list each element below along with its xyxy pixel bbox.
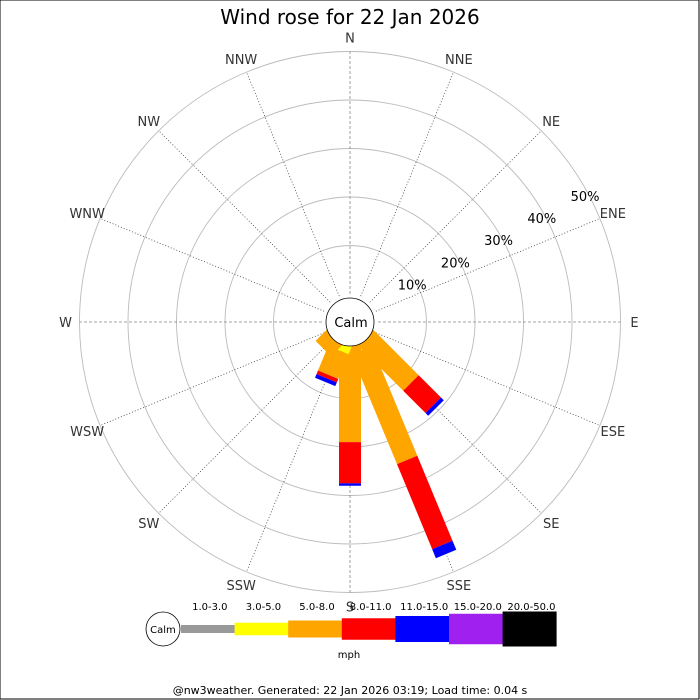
legend-label-20-0-50-0: 20.0-50.0 [507,602,555,613]
legend: mph 1.0-3.0 3.0-5.0 5.0-8.0 8.0-11.0 11.0-15… [145,602,557,661]
direction-label-w: W [59,316,72,331]
ring-label-2: 20% [441,256,470,271]
bar-s-bin-8-0-11-0 [339,442,361,484]
direction-label-ssw: SSW [226,579,256,594]
ring-label-3: 30% [484,234,513,249]
bar-sse-bin-5-0-8-0 [351,345,418,465]
legend-swatch-11-0-15-0 [395,616,450,642]
legend-calm-circle [145,611,181,647]
direction-label-s: S [346,601,354,616]
direction-label-ene: ENE [600,207,626,222]
direction-label-n: N [345,32,355,47]
direction-label-e: E [630,316,638,331]
bar-sse-bin-11-0-15-0 [432,540,457,559]
legend-label-8-0-11-0: 8.0-11.0 [350,602,392,613]
direction-label-wsw: WSW [70,425,104,440]
legend-swatch-15-0-20-0 [449,613,503,645]
legend-swatch-20-0-50-0 [502,611,557,647]
direction-label-sw: SW [138,517,159,532]
direction-label-ese: ESE [601,425,626,440]
bar-se-bin-8-0-11-0 [403,375,441,413]
ring-label-4: 40% [527,212,556,227]
bar-se-bin-11-0-15-0 [425,397,444,416]
chart-title: Wind rose for 22 Jan 2026 [220,5,479,29]
direction-label-wnw: WNW [69,207,105,222]
direction-label-se: SE [543,517,559,532]
footer-text: @nw3weather. Generated: 22 Jan 2026 03:1… [173,684,528,697]
calm-circle [325,297,375,347]
bar-ssw-bin-8-0-11-0 [316,370,339,383]
legend-label-1-0-3-0: 1.0-3.0 [192,602,227,613]
bar-s-bin-11-0-15-0 [339,483,361,486]
legend-label-3-0-5-0: 3.0-5.0 [246,602,281,613]
ring-label-1: 10% [398,278,427,293]
direction-label-nnw: NNW [225,53,257,68]
bar-sse-bin-8-0-11-0 [397,455,453,550]
legend-swatch-3-0-5-0 [234,622,289,636]
calm-center: Calm [325,297,375,347]
ring-labels: 10% 20% 30% 40% 50% [398,190,600,293]
bar-ssw-bin-11-0-15-0 [315,374,337,387]
calm-label: Calm [334,316,367,331]
legend-calm-label: Calm [150,625,176,636]
legend-unit-label: mph [338,650,360,661]
direction-label-nw: NW [138,115,161,130]
legend-swatch-1-0-3-0 [181,625,235,633]
legend-swatch-8-0-11-0 [341,618,396,640]
direction-label-ne: NE [542,115,560,130]
ring-label-5: 50% [571,190,600,205]
legend-swatch-5-0-8-0 [288,620,343,638]
legend-label-11-0-15-0: 11.0-15.0 [400,602,448,613]
legend-label-15-0-20-0: 15.0-20.0 [454,602,502,613]
ring-4 [127,99,573,545]
direction-label-nne: NNE [445,53,473,68]
bar-ssw-bin-5-0-8-0 [318,345,349,379]
legend-label-5-0-8-0: 5.0-8.0 [299,602,334,613]
polar-grid: N NNE NE ENE E ESE SE SSE S SSW SW WSW W WNW NW NNW [59,32,639,616]
direction-label-sse: SSE [447,579,472,594]
